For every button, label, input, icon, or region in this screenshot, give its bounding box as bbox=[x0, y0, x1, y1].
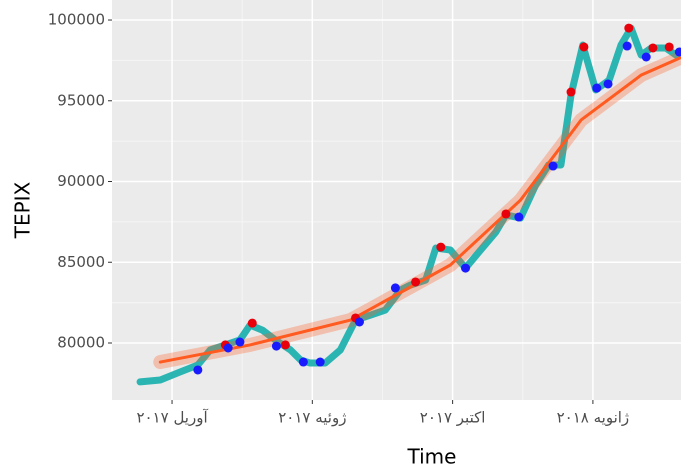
x-tick-label: اکتبر ۲۰۱۷ bbox=[420, 409, 486, 427]
x-tick-label: ژوئیه ۲۰۱۷ bbox=[278, 409, 346, 427]
point bbox=[664, 42, 674, 52]
point bbox=[436, 242, 446, 252]
point bbox=[548, 161, 558, 171]
point bbox=[298, 357, 308, 367]
point bbox=[235, 337, 245, 347]
point bbox=[674, 47, 681, 57]
point bbox=[461, 263, 471, 273]
y-tick-label: 95000 bbox=[57, 91, 105, 109]
x-axis-title: Time bbox=[407, 445, 457, 469]
grid bbox=[112, 0, 681, 400]
point bbox=[622, 41, 632, 51]
point bbox=[514, 212, 524, 222]
point bbox=[592, 83, 602, 93]
point bbox=[271, 341, 281, 351]
point bbox=[579, 42, 589, 52]
point bbox=[354, 317, 364, 327]
point bbox=[193, 365, 203, 375]
y-tick-label: 100000 bbox=[48, 11, 105, 29]
point bbox=[280, 340, 290, 350]
point bbox=[223, 343, 233, 353]
smooth-line bbox=[158, 56, 681, 364]
point bbox=[566, 87, 576, 97]
point bbox=[603, 79, 613, 89]
y-axis-title: TEPIX bbox=[11, 181, 35, 239]
y-tick-label: 90000 bbox=[57, 172, 105, 190]
x-tick-label: آوریل ۲۰۱۷ bbox=[136, 409, 208, 427]
point bbox=[641, 52, 651, 62]
point bbox=[390, 283, 400, 293]
y-tick-label: 85000 bbox=[57, 253, 105, 271]
point bbox=[411, 277, 421, 287]
point bbox=[247, 318, 257, 328]
point bbox=[648, 43, 658, 53]
point bbox=[624, 23, 634, 33]
point bbox=[315, 357, 325, 367]
x-tick-label: ژانویه ۲۰۱۸ bbox=[557, 409, 630, 427]
y-tick-label: 80000 bbox=[57, 333, 105, 351]
point bbox=[501, 209, 511, 219]
marks bbox=[136, 23, 681, 386]
